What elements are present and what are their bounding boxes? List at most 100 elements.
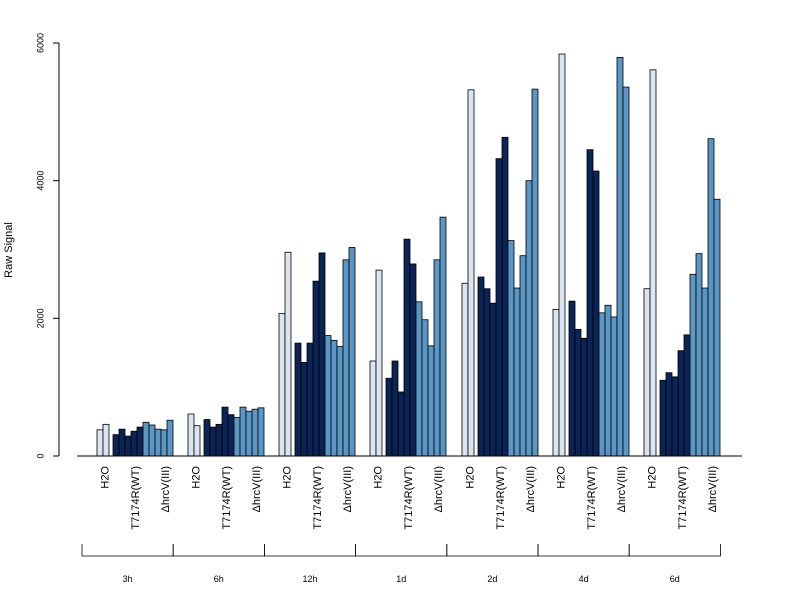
bar bbox=[239, 406, 247, 457]
y-axis: 0 2000 4000 6000 bbox=[35, 33, 60, 459]
time-bracket bbox=[628, 544, 721, 557]
condition-label: ΔhrcV(III) bbox=[251, 466, 263, 512]
condition-label: H2O bbox=[281, 466, 293, 489]
y-axis-label: Raw Signal bbox=[3, 222, 15, 278]
bar bbox=[118, 428, 126, 457]
condition-label: T7174R(WT) bbox=[312, 466, 324, 530]
bar bbox=[525, 180, 533, 457]
bar bbox=[193, 425, 201, 457]
bar bbox=[154, 428, 162, 457]
bar bbox=[677, 350, 685, 457]
bar bbox=[713, 198, 721, 457]
bar bbox=[409, 263, 417, 457]
bar bbox=[96, 429, 104, 457]
condition-label: ΔhrcV(III) bbox=[433, 466, 445, 512]
bar bbox=[483, 288, 491, 457]
condition-label: ΔhrcV(III) bbox=[525, 466, 537, 512]
condition-label: H2O bbox=[555, 466, 567, 489]
bar bbox=[552, 308, 560, 457]
bar bbox=[477, 276, 485, 457]
time-bracket bbox=[537, 544, 630, 557]
bar bbox=[592, 170, 600, 457]
time-label: 4d bbox=[579, 574, 589, 584]
condition-label: ΔhrcV(III) bbox=[160, 466, 172, 512]
bar bbox=[209, 426, 217, 457]
bar bbox=[294, 342, 302, 457]
time-label: 6d bbox=[670, 574, 680, 584]
bar bbox=[695, 253, 703, 457]
bar bbox=[616, 57, 624, 457]
bar bbox=[324, 335, 332, 457]
bar bbox=[683, 334, 691, 457]
bar bbox=[284, 251, 292, 457]
bar bbox=[659, 379, 667, 457]
bar bbox=[598, 312, 606, 457]
bar bbox=[519, 255, 527, 457]
bar bbox=[568, 300, 576, 457]
condition-label: T7174R(WT) bbox=[677, 466, 689, 530]
condition-label: T7174R(WT) bbox=[586, 466, 598, 530]
bar bbox=[622, 86, 630, 457]
condition-label: T7174R(WT) bbox=[130, 466, 142, 530]
bar bbox=[427, 345, 435, 457]
y-tick-label: 0 bbox=[35, 453, 45, 458]
bar bbox=[397, 391, 405, 457]
bar bbox=[318, 252, 326, 457]
time-label: 3h bbox=[123, 574, 133, 584]
bar bbox=[369, 360, 377, 457]
bar bbox=[421, 319, 429, 457]
time-bracket bbox=[81, 544, 174, 557]
bar bbox=[148, 424, 156, 457]
time-bracket bbox=[264, 544, 356, 557]
bar bbox=[203, 419, 211, 457]
bar bbox=[643, 288, 651, 457]
y-tick-label: 2000 bbox=[35, 308, 45, 328]
bar bbox=[467, 89, 475, 457]
bar bbox=[124, 435, 132, 457]
bar bbox=[513, 287, 521, 457]
bar bbox=[415, 301, 423, 457]
bar bbox=[580, 337, 588, 457]
bar bbox=[433, 259, 441, 457]
bar bbox=[342, 259, 350, 457]
bar bbox=[489, 302, 497, 457]
condition-label: H2O bbox=[464, 466, 476, 489]
bar bbox=[649, 69, 657, 457]
condition-label: ΔhrcV(III) bbox=[342, 466, 354, 512]
bar bbox=[689, 273, 697, 457]
bar bbox=[251, 408, 259, 457]
time-bracket bbox=[446, 544, 539, 557]
bar bbox=[501, 136, 509, 457]
bar bbox=[671, 376, 679, 457]
condition-label: H2O bbox=[99, 466, 111, 489]
bar bbox=[461, 282, 469, 457]
bar bbox=[336, 346, 344, 457]
bar bbox=[495, 158, 503, 457]
condition-label: ΔhrcV(III) bbox=[616, 466, 628, 512]
time-label: 2d bbox=[487, 574, 497, 584]
condition-label: T7174R(WT) bbox=[495, 466, 507, 530]
condition-label: T7174R(WT) bbox=[403, 466, 415, 530]
bar bbox=[257, 407, 265, 457]
time-brackets: 3h 6h 12h 1d 2d 4d 6d bbox=[81, 544, 721, 584]
time-label: 1d bbox=[396, 574, 406, 584]
bar bbox=[391, 360, 399, 457]
bar bbox=[348, 247, 356, 457]
bar bbox=[300, 361, 308, 457]
y-tick-label: 4000 bbox=[35, 171, 45, 191]
bar bbox=[610, 316, 618, 457]
bar bbox=[507, 240, 515, 457]
bar bbox=[278, 313, 286, 457]
condition-label: H2O bbox=[372, 466, 384, 489]
bars bbox=[96, 53, 721, 457]
condition-label: ΔhrcV(III) bbox=[707, 466, 719, 512]
bar bbox=[306, 342, 314, 457]
condition-labels: H2O T7174R(WT) ΔhrcV(III) H2O T7174R(WT) Δhrc… bbox=[99, 466, 719, 530]
bar bbox=[215, 423, 223, 457]
bar bbox=[439, 216, 447, 457]
bar bbox=[330, 339, 338, 457]
bar bbox=[604, 304, 612, 457]
condition-label: H2O bbox=[646, 466, 658, 489]
bar bbox=[221, 406, 229, 457]
time-label: 12h bbox=[302, 574, 317, 584]
